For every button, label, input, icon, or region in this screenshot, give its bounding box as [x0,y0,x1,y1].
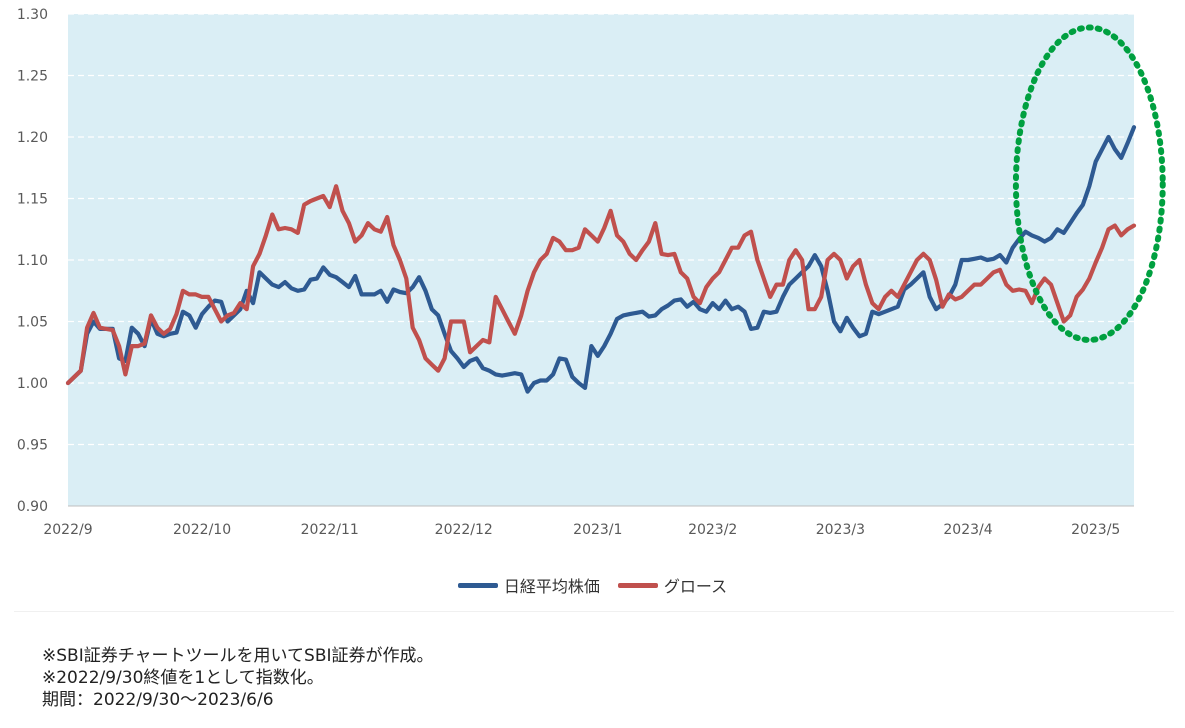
line-chart: 0.90 0.95 1.00 1.05 1.10 1.15 1.20 1.25 1.30 202… [17,7,1166,538]
x-tick-label: 2023/4 [943,522,992,538]
y-tick-label: 1.10 [17,253,48,269]
x-tick-label: 2022/12 [435,522,493,538]
x-tick-label: 2022/10 [173,522,231,538]
y-tick-label: 1.30 [17,7,48,23]
gridlines [68,13,1134,446]
x-tick-label: 2023/2 [688,522,737,538]
y-tick-label: 1.05 [17,315,48,331]
x-tick-label: 2023/1 [573,522,622,538]
y-axis: 0.90 0.95 1.00 1.05 1.10 1.15 1.20 1.25 1.30 [17,7,48,515]
legend-item-nikkei[interactable]: 日経平均株価 [457,573,600,597]
y-tick-label: 1.20 [17,130,48,146]
note-source: ※SBI証券チャートツールを用いてSBI証券が作成。 [42,646,434,666]
y-tick-label: 0.95 [17,438,48,454]
x-axis: 2022/9 2022/10 2022/11 2022/12 2023/1 2023/2 2… [43,505,1134,538]
note-period: 期間：2022/9/30～2023/6/6 [42,690,274,710]
y-tick-label: 1.15 [17,192,48,208]
legend-swatch-growth [617,582,658,588]
x-tick-label: 2022/9 [43,522,92,538]
y-tick-label: 1.25 [17,69,48,85]
legend-label-growth: グロース [663,577,728,596]
legend-item-growth[interactable]: グロース [617,573,728,597]
notes: ※SBI証券チャートツールを用いてSBI証券が作成。 ※2022/9/30終値を… [42,645,434,711]
y-tick-label: 0.90 [17,499,48,515]
legend: 日経平均株価 グロース [0,573,1185,597]
series-line-growth [65,184,1137,386]
divider [14,611,1174,612]
highlight-ellipse [1012,24,1166,343]
legend-swatch-nikkei [457,582,498,588]
x-tick-label: 2023/3 [816,522,865,538]
note-index: ※2022/9/30終値を1として指数化。 [42,668,324,688]
x-tick-label: 2023/5 [1071,522,1120,538]
x-tick-label: 2022/11 [301,522,359,538]
series-lines [65,125,1137,394]
annotations [1012,24,1166,343]
y-tick-label: 1.00 [17,376,48,392]
legend-label-nikkei: 日経平均株価 [503,577,600,596]
series-line-nikkei [65,125,1137,394]
